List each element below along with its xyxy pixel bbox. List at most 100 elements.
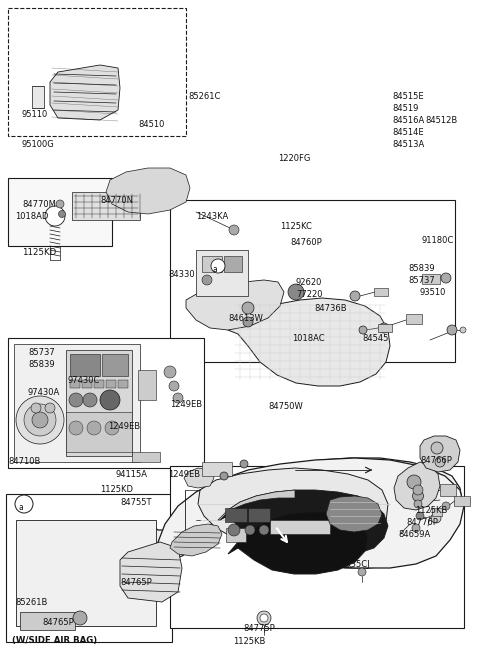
- Text: 94115A: 94115A: [116, 470, 148, 479]
- Circle shape: [15, 495, 33, 513]
- Circle shape: [105, 421, 119, 435]
- Text: 85839: 85839: [408, 264, 434, 273]
- Text: 84659A: 84659A: [398, 530, 430, 539]
- Circle shape: [359, 326, 367, 334]
- Bar: [20, 612, 75, 630]
- Text: 91180C: 91180C: [422, 236, 454, 245]
- Circle shape: [45, 206, 65, 226]
- Circle shape: [379, 323, 389, 333]
- Circle shape: [173, 393, 183, 403]
- Bar: [454, 496, 470, 506]
- Bar: [170, 200, 455, 362]
- Text: 1125KD: 1125KD: [22, 248, 56, 257]
- Bar: [270, 520, 330, 534]
- Text: 84330: 84330: [168, 270, 194, 279]
- Text: 84510: 84510: [138, 120, 164, 129]
- Text: 84770N: 84770N: [100, 196, 133, 205]
- Text: 84765P: 84765P: [120, 578, 152, 587]
- Polygon shape: [218, 490, 295, 520]
- Text: 85261C: 85261C: [188, 92, 220, 101]
- Bar: [70, 354, 100, 376]
- Bar: [225, 508, 247, 522]
- Circle shape: [460, 327, 466, 333]
- Text: 84515E: 84515E: [392, 92, 424, 101]
- Text: 1125KB: 1125KB: [415, 506, 447, 515]
- Text: 84516A: 84516A: [392, 116, 424, 125]
- Text: 77220: 77220: [296, 290, 323, 299]
- Bar: [138, 370, 156, 400]
- Circle shape: [100, 390, 120, 410]
- Bar: [440, 484, 456, 496]
- Text: 1018AC: 1018AC: [292, 334, 324, 343]
- Circle shape: [220, 472, 228, 480]
- Polygon shape: [120, 542, 182, 602]
- Circle shape: [169, 381, 179, 391]
- Text: 93510: 93510: [420, 288, 446, 297]
- Polygon shape: [148, 458, 462, 568]
- Text: 1125KD: 1125KD: [100, 485, 133, 494]
- Circle shape: [412, 491, 423, 501]
- Polygon shape: [228, 298, 390, 386]
- Text: 1220FG: 1220FG: [278, 154, 311, 163]
- Bar: [202, 462, 232, 476]
- Bar: [102, 354, 128, 376]
- Polygon shape: [50, 65, 120, 120]
- Text: 84776P: 84776P: [406, 518, 438, 527]
- Text: 1125KB: 1125KB: [233, 637, 265, 646]
- Text: 1018AD: 1018AD: [15, 212, 48, 221]
- Text: 84755T: 84755T: [120, 498, 152, 507]
- Bar: [118, 380, 128, 388]
- Text: 85261B: 85261B: [15, 598, 48, 607]
- Circle shape: [412, 524, 420, 532]
- Text: 84750W: 84750W: [268, 402, 303, 411]
- Polygon shape: [186, 280, 284, 330]
- Circle shape: [228, 524, 240, 536]
- Text: 85737: 85737: [28, 348, 55, 357]
- Bar: [6, 494, 172, 642]
- Polygon shape: [326, 496, 382, 532]
- Circle shape: [431, 513, 441, 523]
- Text: 1125KC: 1125KC: [280, 222, 312, 231]
- Text: 84710B: 84710B: [8, 457, 40, 466]
- Circle shape: [69, 393, 83, 407]
- Polygon shape: [420, 436, 460, 472]
- Text: 1249EB: 1249EB: [170, 400, 202, 409]
- Text: (W/SIDE AIR BAG): (W/SIDE AIR BAG): [12, 636, 97, 645]
- Text: 85839: 85839: [28, 360, 55, 369]
- Bar: [70, 380, 80, 388]
- Circle shape: [435, 457, 445, 467]
- Bar: [378, 324, 392, 332]
- Polygon shape: [228, 512, 368, 574]
- Bar: [226, 528, 246, 542]
- Circle shape: [243, 317, 253, 327]
- Polygon shape: [146, 458, 464, 568]
- Circle shape: [16, 396, 64, 444]
- Circle shape: [414, 500, 422, 508]
- Circle shape: [202, 275, 212, 285]
- Circle shape: [441, 273, 451, 283]
- Polygon shape: [14, 344, 140, 462]
- Text: 84766P: 84766P: [420, 456, 452, 465]
- Circle shape: [259, 525, 269, 535]
- Text: 85737: 85737: [408, 276, 435, 285]
- Circle shape: [69, 421, 83, 435]
- Polygon shape: [170, 524, 222, 556]
- Polygon shape: [106, 168, 190, 214]
- Text: 95100G: 95100G: [22, 140, 55, 149]
- Text: 1243KA: 1243KA: [196, 212, 228, 221]
- Bar: [406, 314, 422, 324]
- Circle shape: [83, 393, 97, 407]
- Circle shape: [211, 259, 225, 273]
- Polygon shape: [72, 192, 140, 220]
- Circle shape: [242, 302, 254, 314]
- Text: 97430A: 97430A: [28, 388, 60, 397]
- Bar: [432, 508, 442, 516]
- Bar: [8, 338, 204, 468]
- Bar: [82, 380, 92, 388]
- Text: 84736B: 84736B: [314, 304, 347, 313]
- Circle shape: [350, 291, 360, 301]
- Circle shape: [413, 485, 423, 495]
- Polygon shape: [394, 462, 440, 510]
- Text: 84765P: 84765P: [42, 618, 74, 627]
- Circle shape: [358, 568, 366, 576]
